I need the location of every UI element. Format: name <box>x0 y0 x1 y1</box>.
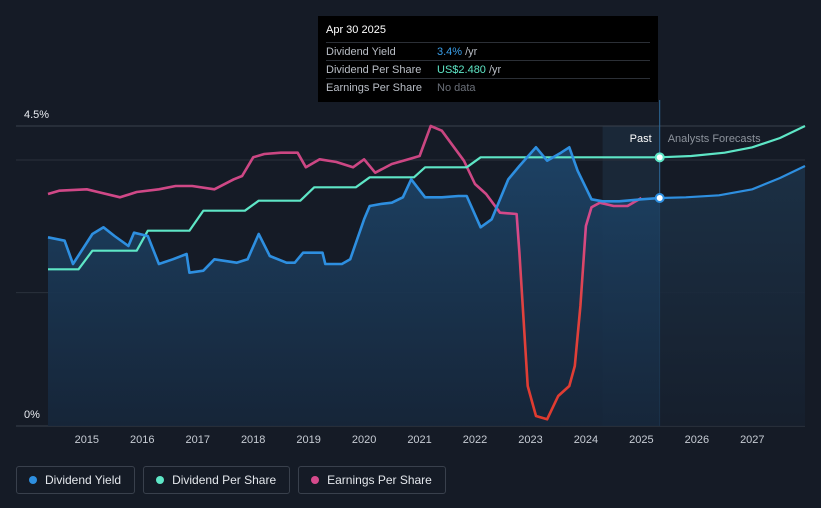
hover-marker <box>654 152 665 163</box>
tooltip-unit: /yr <box>465 45 478 58</box>
tooltip-row-dividend-yield: Dividend Yield 3.4% /yr <box>326 42 650 60</box>
x-tick-label: 2025 <box>629 434 653 446</box>
x-tick-label: 2024 <box>574 434 598 446</box>
x-tick-label: 2026 <box>685 434 709 446</box>
legend: Dividend Yield Dividend Per Share Earnin… <box>16 466 446 494</box>
tooltip-label: Dividend Yield <box>326 45 396 58</box>
tooltip-row-earnings-per-share: Earnings Per Share No data <box>326 78 650 96</box>
legend-item-dividend-yield[interactable]: Dividend Yield <box>16 466 136 494</box>
tooltip-unit: /yr <box>488 63 502 76</box>
earnings-per-share-line <box>47 124 643 421</box>
x-tick-label: 2023 <box>518 434 542 446</box>
dividend-yield-forecast-line <box>659 165 806 200</box>
y-tick-label: 0% <box>24 409 40 421</box>
dividend-yield-forecast-area <box>659 166 805 426</box>
dividend-yield-area <box>48 147 660 427</box>
hover-marker <box>654 193 665 203</box>
x-tick-label: 2015 <box>75 434 99 446</box>
x-tick-label: 2022 <box>463 434 487 446</box>
legend-label: Earnings Per Share <box>327 473 432 487</box>
tooltip-label: Earnings Per Share <box>326 81 422 94</box>
x-tick-label: 2019 <box>296 434 320 446</box>
legend-dot-icon <box>29 476 37 484</box>
dividend-per-share-forecast-line <box>659 125 806 159</box>
legend-label: Dividend Per Share <box>172 473 277 487</box>
legend-dot-icon <box>156 476 165 484</box>
x-tick-label: 2020 <box>352 434 376 446</box>
tooltip-value: US$2.480 <box>437 63 486 76</box>
x-tick-label: 2027 <box>740 434 764 446</box>
x-tick-label: 2016 <box>130 434 154 446</box>
tooltip: Apr 30 2025 Dividend Yield 3.4% /yr Divi… <box>318 16 658 102</box>
y-tick-label: 4.5% <box>24 109 49 121</box>
legend-item-earnings-per-share[interactable]: Earnings Per Share <box>298 466 446 494</box>
tooltip-date: Apr 30 2025 <box>326 24 386 36</box>
tooltip-value: 3.4% <box>437 45 463 58</box>
x-tick-label: 2021 <box>407 434 431 446</box>
legend-label: Dividend Yield <box>45 473 122 487</box>
dividend-per-share-line <box>48 156 660 271</box>
legend-item-dividend-per-share[interactable]: Dividend Per Share <box>143 466 291 494</box>
legend-dot-icon <box>311 476 320 484</box>
x-tick-label: 2017 <box>185 434 209 446</box>
tooltip-row-dividend-per-share: Dividend Per Share US$2.480 /yr <box>326 60 650 78</box>
forecast-label: Analysts Forecasts <box>668 133 761 145</box>
x-tick-label: 2018 <box>241 434 265 446</box>
tooltip-label: Dividend Per Share <box>326 63 422 76</box>
tooltip-value: No data <box>437 81 476 94</box>
past-label: Past <box>630 133 652 145</box>
dividend-yield-line <box>47 146 660 274</box>
